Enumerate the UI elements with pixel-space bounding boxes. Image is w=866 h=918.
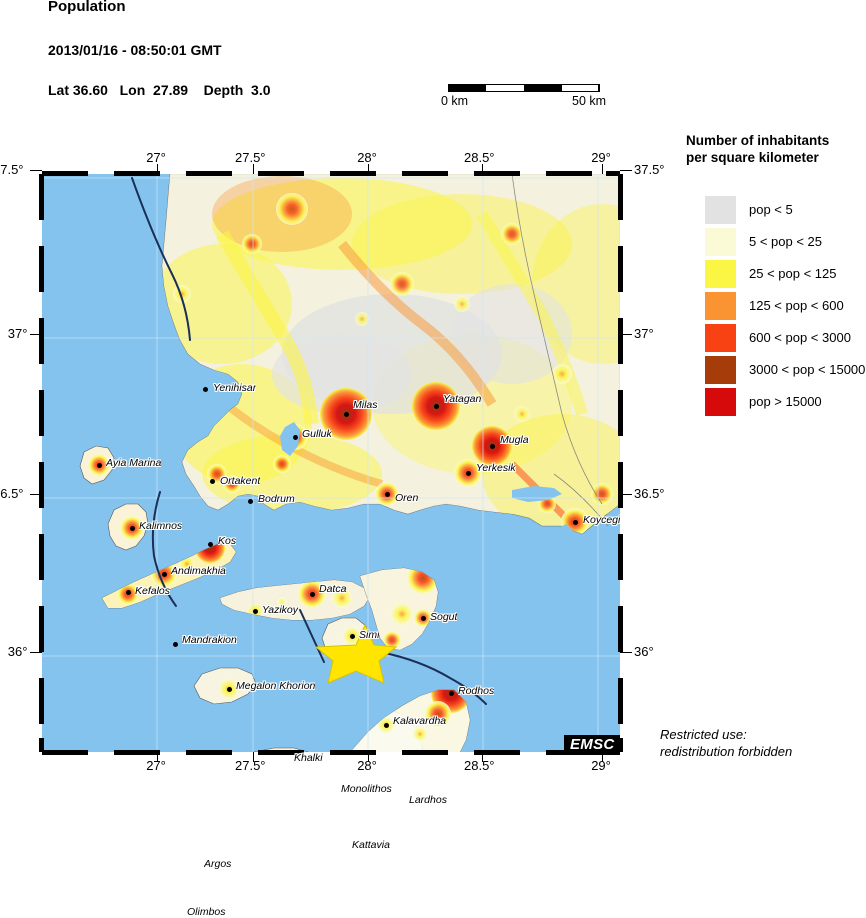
axis-label-left: 36° — [7, 644, 28, 659]
city-label: Olimbos — [187, 906, 226, 918]
restricted-line2: redistribution forbidden — [660, 744, 793, 759]
page-title: Population — [48, 0, 126, 15]
city-marker-dot — [207, 541, 213, 547]
axis-label-bottom: 28° — [357, 758, 377, 773]
map-raster — [42, 174, 620, 752]
city-marker-dot — [252, 608, 258, 614]
city-marker-dot — [384, 491, 390, 497]
event-parameters: Lat 36.60 Lon 27.89 Depth 3.0 — [48, 82, 271, 98]
legend-label: 25 < pop < 125 — [749, 266, 837, 281]
axis-tick-mark — [157, 752, 158, 762]
axis-tick-mark — [368, 164, 369, 174]
city-marker-dot — [202, 386, 208, 392]
axis-tick-mark — [620, 170, 632, 171]
city-marker-dot — [420, 615, 426, 621]
axis-tick-mark — [620, 334, 632, 335]
city-marker-dot — [489, 443, 495, 449]
city-label: Kattavia — [352, 839, 390, 851]
city-marker-dot — [383, 722, 389, 728]
emsc-logo: EMSC — [564, 735, 620, 755]
scale-bar-label-right: 50 km — [572, 94, 607, 108]
legend-color-swatch — [705, 292, 736, 320]
legend-color-swatch — [705, 228, 736, 256]
legend-label: pop > 15000 — [749, 394, 822, 409]
axis-tick-mark — [30, 170, 42, 171]
city-label: Khalki — [294, 752, 323, 764]
axis-label-right: 36.5° — [634, 486, 665, 501]
city-marker-dot — [433, 403, 439, 409]
axis-tick-mark — [620, 494, 632, 495]
city-marker-dot — [448, 690, 454, 696]
axis-tick-mark — [30, 494, 42, 495]
legend-color-swatch — [705, 324, 736, 352]
city-marker-dot — [129, 525, 135, 531]
axis-label-top: 28.5° — [464, 150, 495, 165]
legend-label: 600 < pop < 3000 — [749, 330, 851, 345]
scale-bar-label-left: 0 km — [441, 94, 469, 108]
legend-label: 5 < pop < 25 — [749, 234, 823, 249]
city-marker-dot — [292, 434, 298, 440]
axis-label-bottom: 28.5° — [464, 758, 495, 773]
epicenter-star — [314, 623, 398, 684]
scale-bar — [448, 84, 600, 92]
city-label: Monolithos — [341, 783, 392, 795]
city-marker-dot — [572, 519, 578, 525]
axis-label-top: 28° — [357, 150, 377, 165]
city-label: Argos — [204, 858, 232, 870]
legend-color-swatch — [705, 388, 736, 416]
axis-label-left: 36.5° — [0, 486, 24, 501]
restricted-line1: Restricted use: — [660, 727, 747, 742]
city-marker-dot — [172, 641, 178, 647]
axis-tick-mark — [30, 334, 42, 335]
legend-title-line2: per square kilometer — [686, 150, 819, 165]
axis-tick-mark — [157, 164, 158, 174]
axis-tick-mark — [482, 752, 483, 762]
city-marker-dot — [125, 589, 131, 595]
axis-label-top: 29° — [591, 150, 611, 165]
axis-tick-mark — [602, 164, 603, 174]
axis-tick-mark — [482, 164, 483, 174]
axis-label-left: 37.5° — [0, 162, 24, 177]
city-marker-dot — [349, 633, 355, 639]
axis-label-bottom: 27° — [146, 758, 166, 773]
axis-tick-mark — [30, 652, 42, 653]
legend-color-swatch — [705, 196, 736, 224]
restricted-use-notice: Restricted use: redistribution forbidden — [660, 726, 792, 760]
axis-tick-mark — [620, 652, 632, 653]
axis-label-top: 27.5° — [235, 150, 266, 165]
legend-color-swatch — [705, 356, 736, 384]
legend-label: 3000 < pop < 15000 — [749, 362, 866, 377]
axis-label-right: 37.5° — [634, 162, 665, 177]
city-marker-dot — [209, 478, 215, 484]
axis-tick-mark — [253, 164, 254, 174]
legend-title-line1: Number of inhabitants — [686, 133, 830, 148]
legend-label: pop < 5 — [749, 202, 793, 217]
city-marker-dot — [309, 591, 315, 597]
city-label: Lardhos — [409, 794, 447, 806]
city-marker-dot — [161, 571, 167, 577]
axis-label-bottom: 27.5° — [235, 758, 266, 773]
city-marker-dot — [465, 470, 471, 476]
city-marker-dot — [247, 498, 253, 504]
city-marker-dot — [226, 686, 232, 692]
axis-tick-mark — [368, 752, 369, 762]
population-map[interactable] — [42, 174, 620, 752]
axis-tick-mark — [602, 752, 603, 762]
city-marker-dot — [96, 462, 102, 468]
axis-tick-mark — [253, 752, 254, 762]
legend-color-swatch — [705, 260, 736, 288]
axis-label-top: 27° — [146, 150, 166, 165]
legend-title: Number of inhabitants per square kilomet… — [686, 132, 866, 166]
axis-label-right: 36° — [634, 644, 654, 659]
axis-label-bottom: 29° — [591, 758, 611, 773]
legend-label: 125 < pop < 600 — [749, 298, 844, 313]
axis-label-left: 37° — [7, 326, 28, 341]
city-marker-dot — [343, 411, 349, 417]
axis-label-right: 37° — [634, 326, 654, 341]
event-datetime: 2013/01/16 - 08:50:01 GMT — [48, 42, 222, 58]
